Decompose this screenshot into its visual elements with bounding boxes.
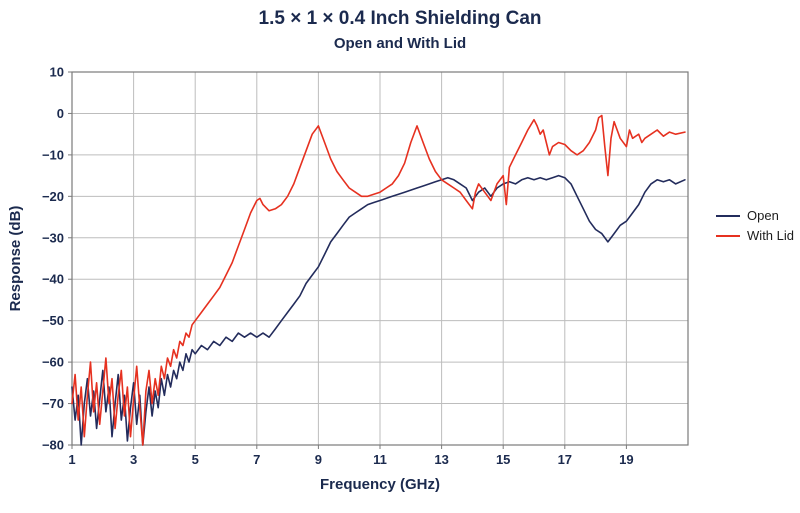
y-tick-label: −10 bbox=[42, 147, 64, 162]
y-tick-label: −80 bbox=[42, 438, 64, 453]
series-line-open bbox=[71, 174, 686, 446]
y-tick-label: 0 bbox=[57, 106, 64, 121]
x-tick-label: 17 bbox=[558, 452, 572, 467]
x-tick-label: 15 bbox=[496, 452, 510, 467]
legend-label: Open bbox=[747, 208, 779, 223]
x-tick-label: 9 bbox=[315, 452, 322, 467]
legend-item-open: Open bbox=[716, 208, 794, 223]
chart-canvas: 1 3 5 7 9 11 13 15 17 19100−10−20−30−40−50−60−70−… bbox=[7, 65, 689, 493]
y-axis-label: Response (dB) bbox=[7, 206, 24, 312]
y-tick-label: −30 bbox=[42, 230, 64, 245]
chart-subtitle: Open and With Lid bbox=[333, 35, 467, 52]
y-tick-label: −70 bbox=[42, 396, 64, 411]
x-axis-label: Frequency (GHz) bbox=[320, 476, 440, 493]
chart-page: 1.5 × 1 × 0.4 Inch Shielding Can Open an… bbox=[0, 8, 800, 500]
y-tick-label: −60 bbox=[42, 355, 64, 370]
x-tick-label: 19 bbox=[619, 452, 633, 467]
legend-line-swatch bbox=[716, 234, 741, 237]
y-tick-label: −50 bbox=[42, 313, 64, 328]
chart-legend: Open With Lid bbox=[716, 208, 794, 243]
y-tick-label: −40 bbox=[42, 272, 64, 287]
legend-label: With Lid bbox=[747, 228, 794, 243]
chart-area: 1 3 5 7 9 11 13 15 17 19 10 0 −10 −20 −30 −40 −50 −60 −70−… bbox=[0, 52, 800, 500]
legend-line-swatch bbox=[716, 214, 741, 217]
legend-item-with-lid: With Lid bbox=[716, 228, 794, 243]
y-tick-label: 10 bbox=[50, 65, 64, 80]
y-tick-label: −20 bbox=[42, 189, 64, 204]
chart-title: 1.5 × 1 × 0.4 Inch Shielding Can bbox=[258, 8, 542, 29]
x-tick-label: 7 bbox=[253, 452, 260, 467]
series-line-with-lid bbox=[71, 114, 686, 446]
x-tick-label: 1 bbox=[68, 452, 75, 467]
x-tick-label: 5 bbox=[192, 452, 199, 467]
x-tick-label: 3 bbox=[130, 452, 137, 467]
x-tick-label: 13 bbox=[434, 452, 448, 467]
x-tick-label: 11 bbox=[373, 452, 387, 467]
